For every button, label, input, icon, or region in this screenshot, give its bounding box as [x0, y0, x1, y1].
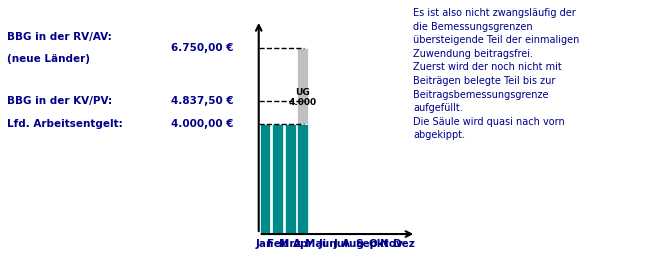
- Bar: [298, 48, 308, 124]
- Text: (neue Länder): (neue Länder): [7, 54, 90, 64]
- Bar: [259, 124, 270, 234]
- Bar: [298, 124, 308, 234]
- Text: 6.750,00 €: 6.750,00 €: [171, 43, 234, 53]
- Text: Es ist also nicht zwangsläufig der
die Bemessungsgrenzen
übersteigende Teil der : Es ist also nicht zwangsläufig der die B…: [413, 8, 580, 140]
- Text: BBG in der RV/AV:: BBG in der RV/AV:: [7, 32, 112, 42]
- Text: 4.837,50 €: 4.837,50 €: [171, 96, 234, 106]
- Bar: [272, 124, 283, 234]
- Text: BBG in der KV/PV:: BBG in der KV/PV:: [7, 96, 112, 106]
- Text: UG
4.000: UG 4.000: [289, 87, 317, 107]
- Text: Lfd. Arbeitsentgelt:: Lfd. Arbeitsentgelt:: [7, 119, 122, 129]
- Bar: [285, 124, 296, 234]
- Text: 4.000,00 €: 4.000,00 €: [171, 119, 234, 129]
